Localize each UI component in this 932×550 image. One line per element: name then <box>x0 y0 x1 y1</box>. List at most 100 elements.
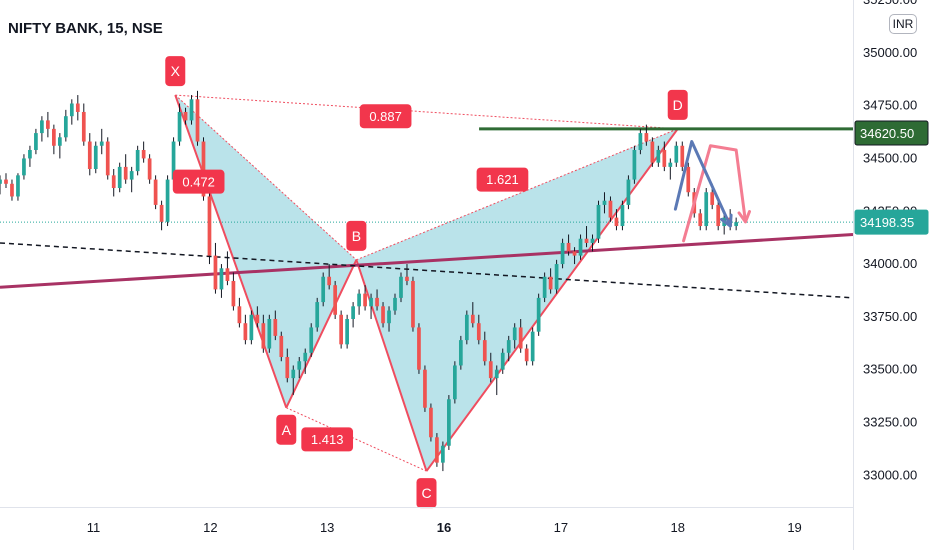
price-label-text: 34620.50 <box>860 126 914 141</box>
candle <box>698 209 703 231</box>
ratio-label-bd-text: 1.621 <box>486 172 519 187</box>
candle-body <box>626 179 631 205</box>
candle <box>620 200 625 231</box>
candle-body <box>429 407 433 438</box>
candle <box>46 111 50 138</box>
candle <box>423 365 427 412</box>
candle <box>339 310 343 349</box>
candle <box>213 242 218 294</box>
candle <box>506 335 511 362</box>
candle <box>34 128 38 155</box>
x-tick-label: 16 <box>437 520 451 535</box>
candle-body <box>303 352 308 362</box>
ratio-connector-xb <box>174 94 357 261</box>
projection-arrows <box>673 140 751 243</box>
candle-body <box>52 128 56 146</box>
candle <box>680 141 685 172</box>
point-label-c-bg <box>416 478 437 509</box>
candle <box>716 200 721 231</box>
candle <box>69 99 74 125</box>
point-label-a: A <box>276 414 297 445</box>
candle-body <box>656 149 661 163</box>
candle <box>524 344 529 366</box>
candle <box>231 272 236 311</box>
candle-body <box>441 445 445 463</box>
candle <box>309 323 314 358</box>
candle-body <box>255 314 260 324</box>
y-tick-label: 33750.00 <box>863 309 917 324</box>
candle-body <box>506 340 511 353</box>
candle-body <box>566 242 571 252</box>
candle-body <box>159 204 164 222</box>
candle-body <box>470 314 475 324</box>
candle-body <box>333 285 338 315</box>
candle-body <box>219 268 224 290</box>
candle-body <box>512 327 517 341</box>
candle-body <box>309 327 314 353</box>
candle <box>52 124 56 155</box>
candle-body <box>40 120 44 134</box>
candle-body <box>488 361 493 379</box>
price-label-text: 34198.35 <box>860 215 914 230</box>
candle <box>560 238 565 269</box>
candle-body <box>153 179 158 205</box>
candle <box>40 116 44 142</box>
candle <box>279 331 284 362</box>
candle <box>129 166 134 193</box>
candle-body <box>560 242 565 265</box>
candle <box>123 154 128 184</box>
candle-body <box>249 314 254 341</box>
candle-body <box>327 276 332 286</box>
candle-body <box>417 327 421 370</box>
candle <box>99 128 104 155</box>
ratio-connector-ac <box>286 407 427 472</box>
y-tick-label: 34750.00 <box>863 98 917 113</box>
ratio-label-ac: 1.413 <box>301 427 354 452</box>
candle <box>135 145 140 176</box>
candle-body <box>387 310 391 324</box>
candle-body <box>10 183 14 197</box>
candle-body <box>638 133 643 150</box>
candle <box>584 226 589 248</box>
candle <box>548 268 553 294</box>
candle-body <box>351 306 355 319</box>
candle-body <box>345 318 349 345</box>
x-tick-label: 18 <box>670 520 684 535</box>
candle-body <box>147 158 152 180</box>
candle-body <box>75 103 80 112</box>
candle <box>518 318 523 353</box>
candle-body <box>578 238 583 256</box>
candle <box>656 145 661 167</box>
candle <box>638 128 643 155</box>
point-label-x-bg <box>165 56 186 87</box>
candle-body <box>321 276 326 303</box>
candle <box>405 264 409 286</box>
candle <box>470 302 475 328</box>
candle-body <box>381 306 385 324</box>
candle <box>417 323 421 374</box>
candle <box>453 361 457 404</box>
candle <box>734 217 739 231</box>
candle-body <box>542 276 547 298</box>
pattern-leg-ab <box>285 259 358 409</box>
candle-body <box>99 141 104 146</box>
rising-trendline <box>0 232 854 289</box>
candle <box>644 124 649 146</box>
candle <box>93 141 98 174</box>
candle-body <box>87 141 92 169</box>
candle-body <box>117 166 122 189</box>
pattern-labels: X A B C D 0.472 1.413 1.621 0.887 <box>165 56 688 509</box>
candle-body <box>201 141 206 197</box>
candle-body <box>261 323 266 349</box>
x-tick-label: 13 <box>320 520 334 535</box>
candle-body <box>536 297 541 332</box>
candle <box>261 314 266 353</box>
candle <box>435 433 439 467</box>
candle <box>237 297 242 328</box>
candle <box>303 348 308 374</box>
currency-badge[interactable]: INR <box>889 14 917 34</box>
candle-body <box>225 268 230 281</box>
candle-body <box>57 137 62 146</box>
point-label-a-bg <box>276 414 297 445</box>
